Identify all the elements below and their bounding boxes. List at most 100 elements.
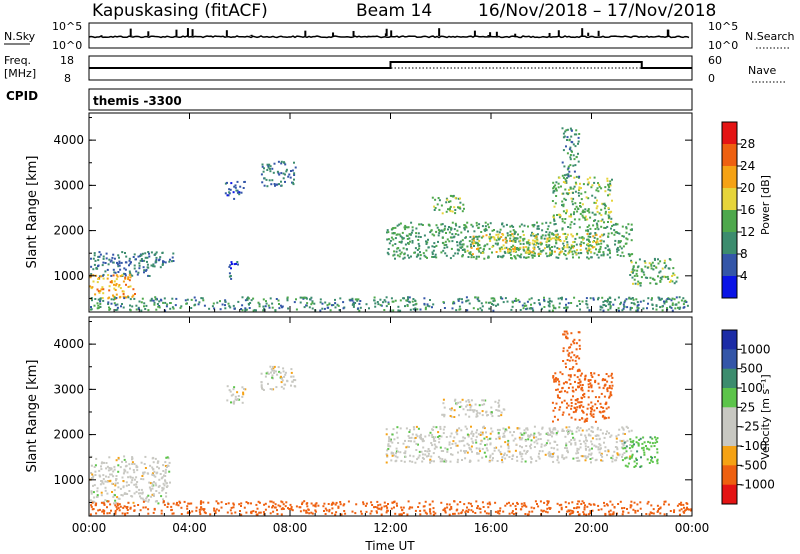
heatmap-cell <box>573 245 575 248</box>
heatmap-cell <box>155 500 158 502</box>
heatmap-cell <box>172 512 175 515</box>
heatmap-cell <box>419 254 422 257</box>
heatmap-cell <box>546 238 549 241</box>
heatmap-cell <box>608 193 611 196</box>
heatmap-cell <box>543 306 546 308</box>
heatmap-cell <box>464 511 467 514</box>
heatmap-cell <box>224 299 227 302</box>
heatmap-cell <box>627 511 630 514</box>
heatmap-cell <box>562 181 565 183</box>
heatmap-cell <box>597 508 600 511</box>
heatmap-cell <box>541 510 544 513</box>
heatmap-cell <box>250 299 253 302</box>
heatmap-cell <box>502 427 505 430</box>
heatmap-cell <box>573 218 576 221</box>
heatmap-cell <box>280 160 283 163</box>
heatmap-cell <box>427 452 430 455</box>
colorbar-tick-label: -1000 <box>740 478 775 492</box>
heatmap-cell <box>139 492 142 495</box>
heatmap-cell <box>287 175 290 178</box>
heatmap-cell <box>475 235 478 238</box>
heatmap-cell <box>535 459 538 462</box>
heatmap-cell <box>548 309 551 312</box>
heatmap-cell <box>131 458 133 461</box>
heatmap-cell <box>581 386 584 389</box>
heatmap-cell <box>387 440 390 443</box>
heatmap-cell <box>407 435 410 438</box>
heatmap-cell <box>433 234 436 237</box>
heatmap-cell <box>578 339 581 342</box>
heatmap-cell <box>380 506 383 509</box>
heatmap-cell <box>607 406 610 409</box>
heatmap-cell <box>568 148 571 151</box>
heatmap-cell <box>554 223 557 225</box>
heatmap-cell <box>119 268 122 271</box>
heatmap-cell <box>524 439 527 442</box>
heatmap-cell <box>419 236 422 238</box>
heatmap-cell <box>493 297 496 300</box>
heatmap-cell <box>601 410 604 413</box>
colorbar-segment <box>722 407 737 428</box>
heatmap-cell <box>397 309 400 312</box>
heatmap-cell <box>522 234 525 236</box>
heatmap-cell <box>265 300 267 303</box>
heatmap-cell <box>392 452 395 455</box>
heatmap-cell <box>434 512 437 515</box>
heatmap-cell <box>461 301 464 304</box>
heatmap-cell <box>580 404 583 407</box>
heatmap-cell <box>144 467 147 469</box>
heatmap-cell <box>586 505 589 508</box>
heatmap-cell <box>258 501 261 504</box>
heatmap-cell <box>167 503 170 506</box>
heatmap-cell <box>118 509 121 512</box>
heatmap-cell <box>399 222 402 225</box>
heatmap-cell <box>609 513 612 516</box>
heatmap-cell <box>563 197 566 200</box>
heatmap-cell <box>589 434 592 437</box>
heatmap-cell <box>158 467 160 470</box>
heatmap-cell <box>451 453 454 456</box>
heatmap-cell <box>559 240 562 242</box>
heatmap-cell <box>579 384 582 387</box>
heatmap-cell <box>275 386 278 389</box>
heatmap-cell <box>110 473 113 476</box>
heatmap-cell <box>444 225 447 228</box>
heatmap-cell <box>481 431 484 434</box>
heatmap-cell <box>356 299 359 302</box>
heatmap-cell <box>657 508 660 510</box>
heatmap-cell <box>479 307 482 310</box>
heatmap-cell <box>319 301 322 304</box>
heatmap-cell <box>477 452 480 455</box>
heatmap-cell <box>549 429 552 432</box>
heatmap-cell <box>301 503 303 506</box>
heatmap-cell <box>484 510 486 513</box>
heatmap-cell <box>571 235 574 238</box>
heatmap-cell <box>537 431 540 434</box>
heatmap-cell <box>200 501 202 504</box>
heatmap-cell <box>476 507 479 510</box>
heatmap-cell <box>568 426 571 429</box>
heatmap-cell <box>283 161 285 164</box>
heatmap-cell <box>616 250 619 253</box>
heatmap-cell <box>605 401 608 404</box>
heatmap-cell <box>593 444 596 447</box>
heatmap-cell <box>132 256 135 258</box>
heatmap-cell <box>533 507 536 510</box>
heatmap-cell <box>242 393 245 396</box>
heatmap-cell <box>553 237 556 240</box>
heatmap-cell <box>573 222 576 225</box>
heatmap-cell <box>602 414 605 417</box>
heatmap-cell <box>409 429 411 432</box>
heatmap-cell <box>595 233 598 236</box>
heatmap-cell <box>509 249 511 252</box>
heatmap-cell <box>380 513 383 516</box>
heatmap-cell <box>429 458 432 461</box>
heatmap-cell <box>635 309 638 312</box>
heatmap-cell <box>561 454 564 457</box>
heatmap-cell <box>453 399 456 402</box>
heatmap-cell <box>568 215 571 218</box>
heatmap-cell <box>301 296 304 299</box>
heatmap-cell <box>549 442 552 445</box>
heatmap-cell <box>117 285 120 288</box>
heatmap-cell <box>616 448 619 451</box>
